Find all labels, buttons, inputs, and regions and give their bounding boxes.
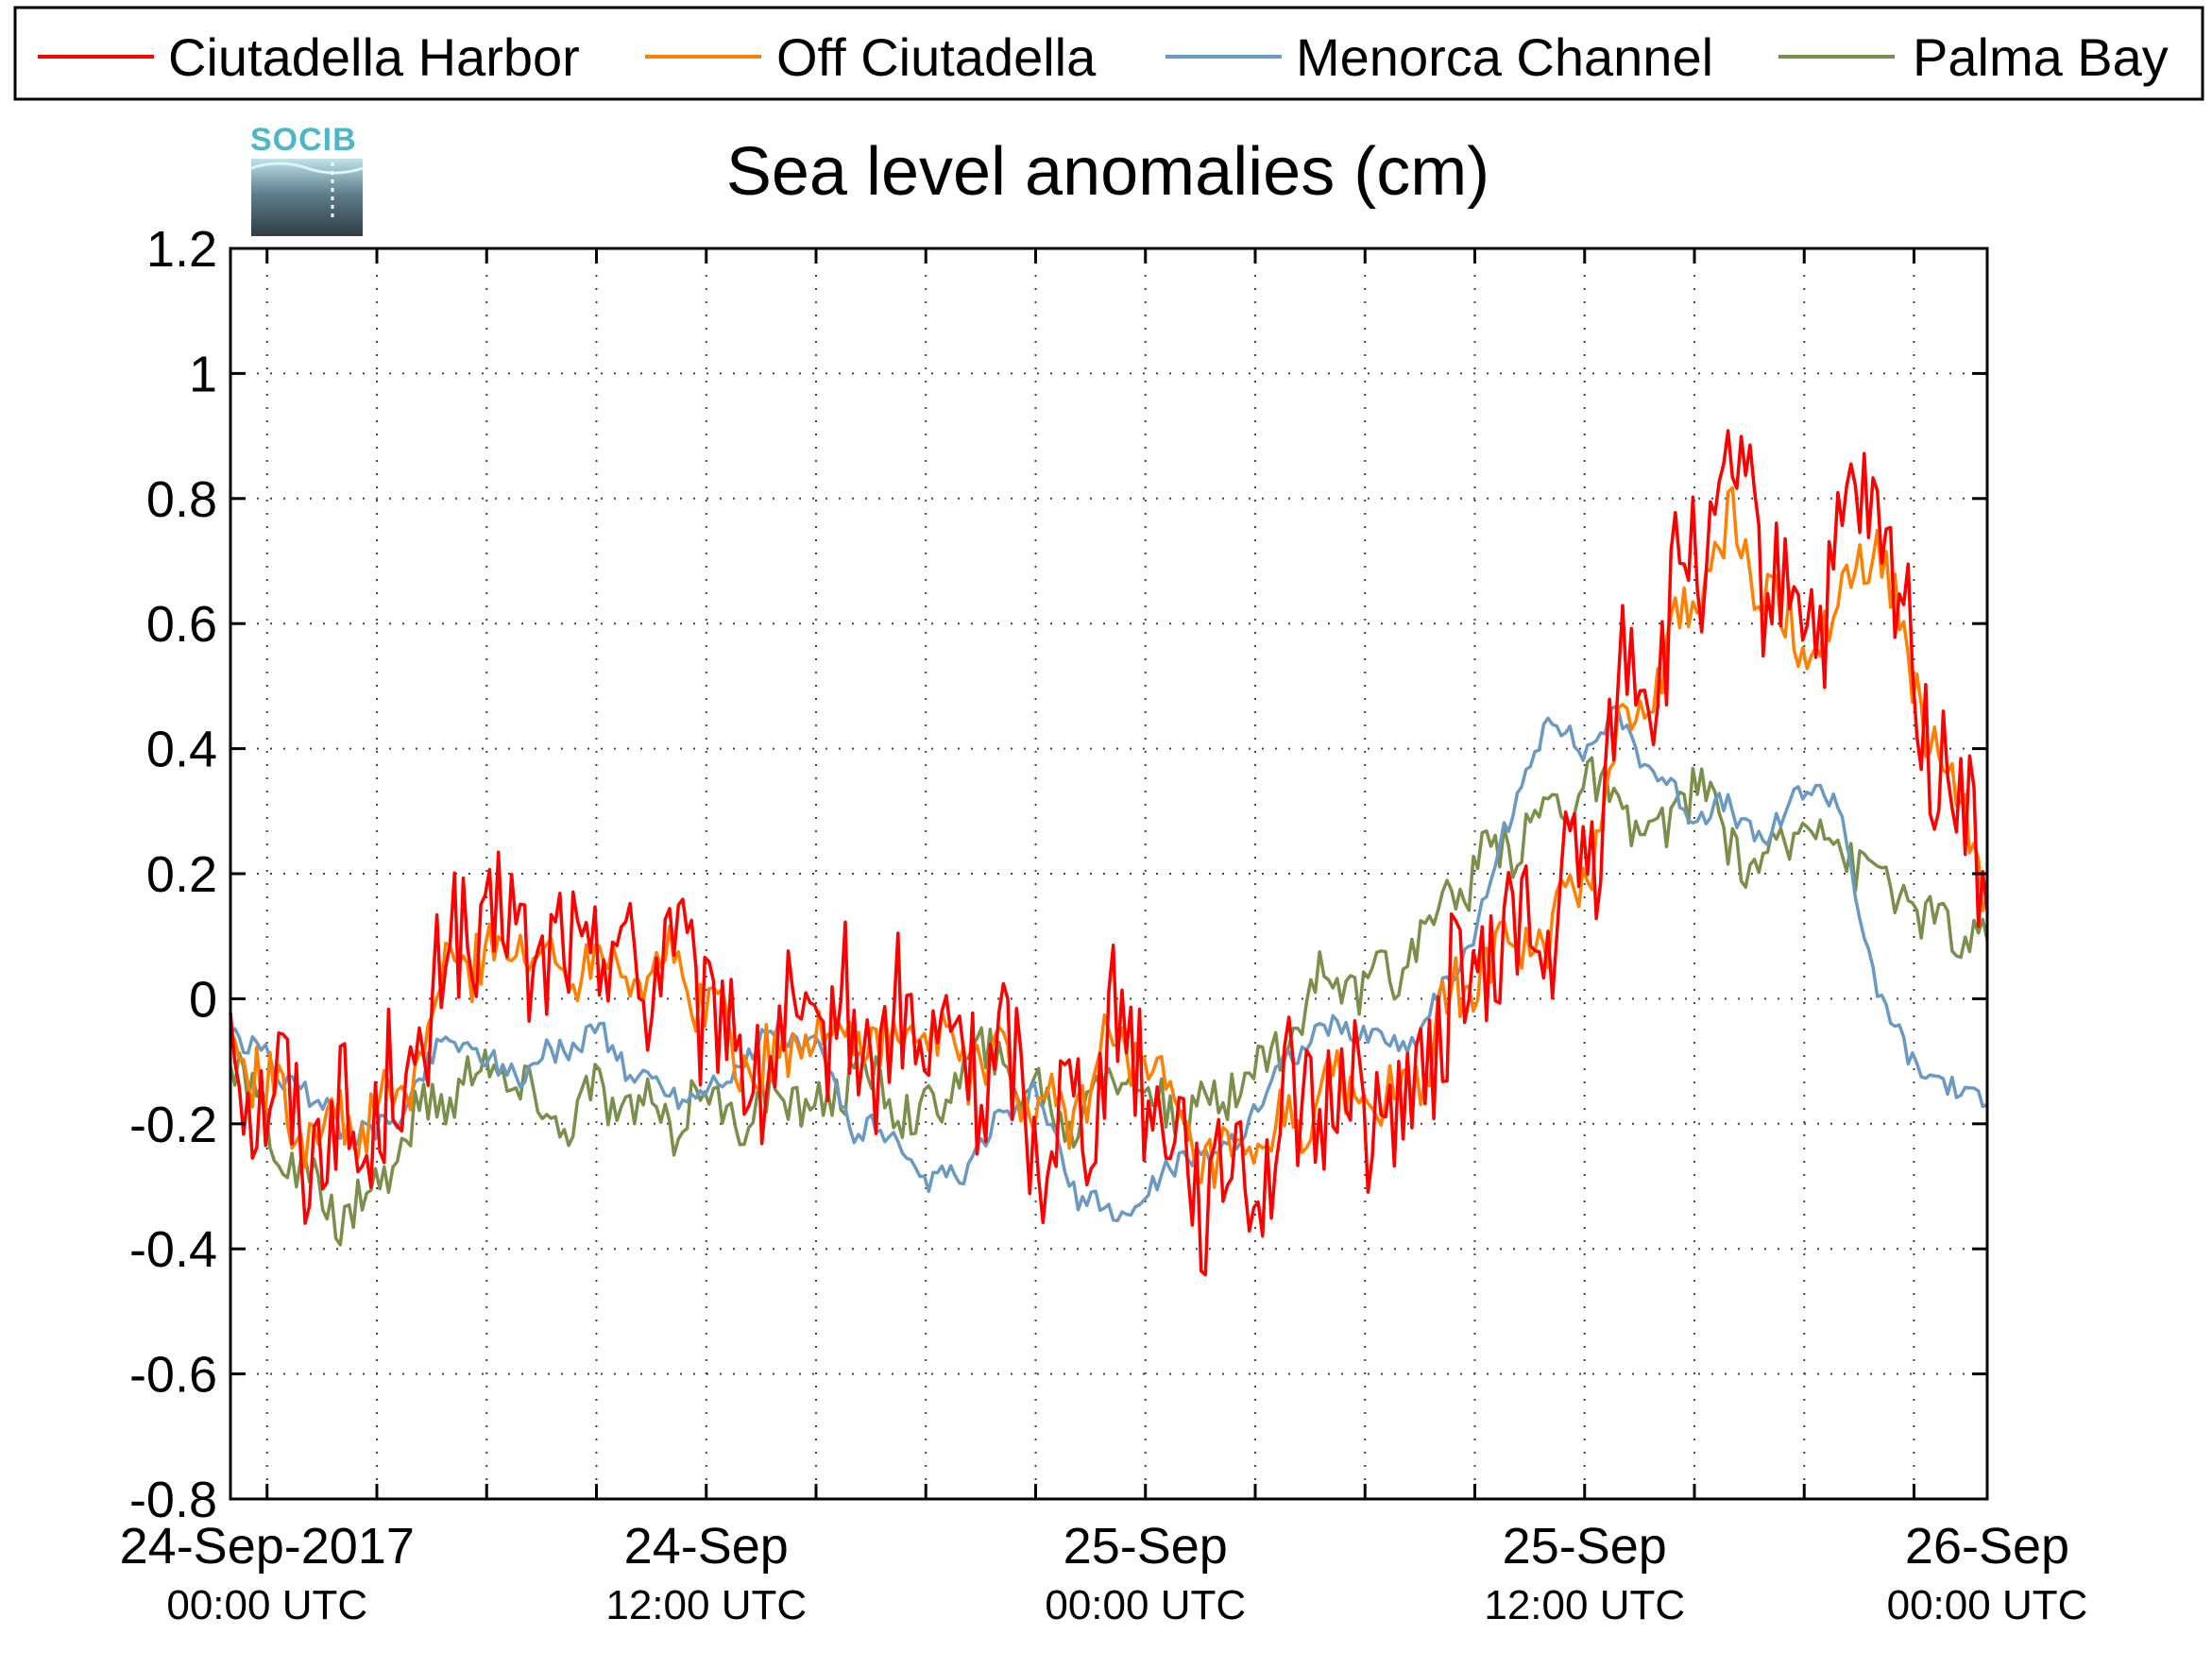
y-tick-label: 0.4: [146, 722, 217, 778]
series-line-palma-bay: [229, 756, 1989, 1247]
x-tick-date-label: 26-Sep: [1905, 1518, 2069, 1575]
y-tick-label: -0.8: [129, 1472, 217, 1528]
legend-label-menorca-channel: Menorca Channel: [1296, 27, 1713, 87]
y-tick-label: -0.6: [129, 1347, 217, 1404]
series-line-ciutadella-harbor: [229, 429, 1989, 1277]
legend-label-off-ciutadella: Off Ciutadella: [776, 27, 1097, 87]
series-group: [229, 429, 1989, 1277]
plot-frame: [229, 247, 1989, 1501]
x-tick-time-label: 12:00 UTC: [1484, 1582, 1685, 1628]
x-tick-date-label: 25-Sep: [1503, 1518, 1667, 1575]
legend-label-ciutadella-harbor: Ciutadella Harbor: [168, 27, 580, 87]
y-tick-label: 0.2: [146, 846, 217, 903]
x-tick-time-label: 00:00 UTC: [166, 1582, 367, 1628]
y-tick-label: 1: [189, 346, 217, 402]
y-tick-label: -0.4: [129, 1221, 217, 1278]
x-tick-time-label: 00:00 UTC: [1045, 1582, 1246, 1628]
x-tick-date-label: 25-Sep: [1063, 1518, 1228, 1575]
chart-title: Sea level anomalies (cm): [726, 134, 1489, 210]
legend-box: [13, 6, 2204, 101]
y-tick-label: -0.2: [129, 1097, 217, 1153]
grid: [230, 248, 1987, 1499]
y-tick-label: 0: [189, 971, 217, 1028]
y-tick-label: 0.6: [146, 596, 217, 653]
socib-logo-text: SOCIB: [250, 122, 357, 158]
x-tick-time-label: 00:00 UTC: [1887, 1582, 2088, 1628]
series-line-menorca-channel: [229, 705, 1988, 1223]
legend-label-palma-bay: Palma Bay: [1913, 27, 2169, 87]
y-tick-label: 0.8: [146, 471, 217, 528]
x-tick-date-label: 24-Sep-2017: [120, 1518, 415, 1575]
x-tick-time-label: 12:00 UTC: [605, 1582, 807, 1628]
socib-logo: SOCIB: [250, 122, 364, 236]
axes: -0.8 -0.6 -0.4 -0.2 0 0.2 0.4 0.6 0.8 1 1.2 24-Sep-…: [120, 221, 2088, 1628]
x-tick-date-label: 24-Sep: [624, 1518, 789, 1575]
y-tick-label: 1.2: [146, 221, 217, 278]
legend: Ciutadella Harbor Off Ciutadella Menorca…: [13, 6, 2204, 101]
